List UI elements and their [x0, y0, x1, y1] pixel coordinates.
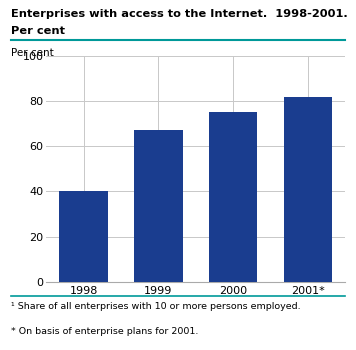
Bar — [134, 131, 183, 282]
Text: Per cent: Per cent — [11, 26, 65, 36]
Text: Enterprises with access to the Internet.  1998-2001.: Enterprises with access to the Internet.… — [11, 9, 347, 19]
Text: * On basis of enterprise plans for 2001.: * On basis of enterprise plans for 2001. — [11, 327, 198, 336]
Bar — [209, 112, 257, 282]
Bar — [59, 191, 108, 282]
Bar — [284, 97, 332, 282]
Text: ¹ Share of all enterprises with 10 or more persons employed.: ¹ Share of all enterprises with 10 or mo… — [11, 302, 300, 311]
Text: Per cent: Per cent — [11, 48, 53, 58]
